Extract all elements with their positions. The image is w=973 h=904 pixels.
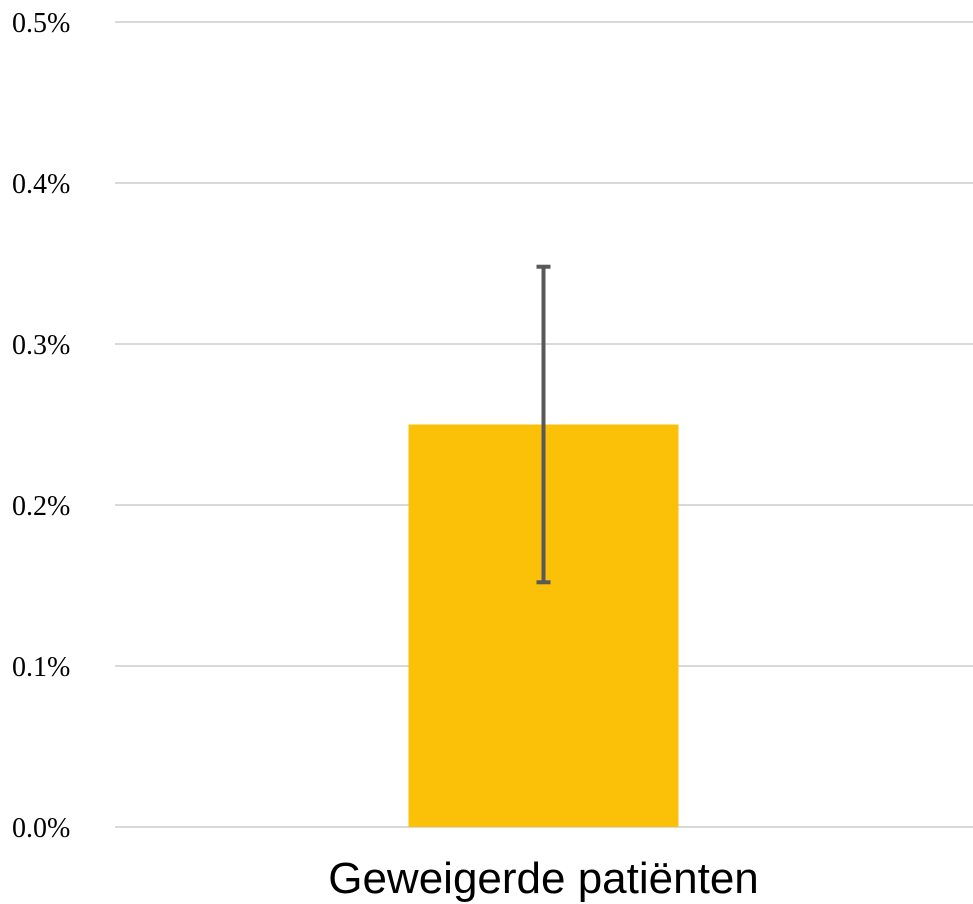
x-axis-category-labels: Geweigerde patiënten (328, 854, 759, 903)
error-bars (536, 264, 551, 585)
y-tick-label: 0.0% (12, 813, 70, 844)
y-axis-tick-labels: 0.0% 0.1% 0.2% 0.3% 0.4% 0.5% (12, 8, 70, 844)
y-tick-label: 0.2% (12, 491, 70, 522)
y-tick-label: 0.5% (12, 8, 70, 39)
x-category-label: Geweigerde patiënten (328, 854, 759, 903)
y-tick-label: 0.1% (12, 652, 70, 683)
y-tick-label: 0.3% (12, 330, 70, 361)
y-tick-label: 0.4% (12, 169, 70, 200)
error-bar (536, 264, 551, 585)
